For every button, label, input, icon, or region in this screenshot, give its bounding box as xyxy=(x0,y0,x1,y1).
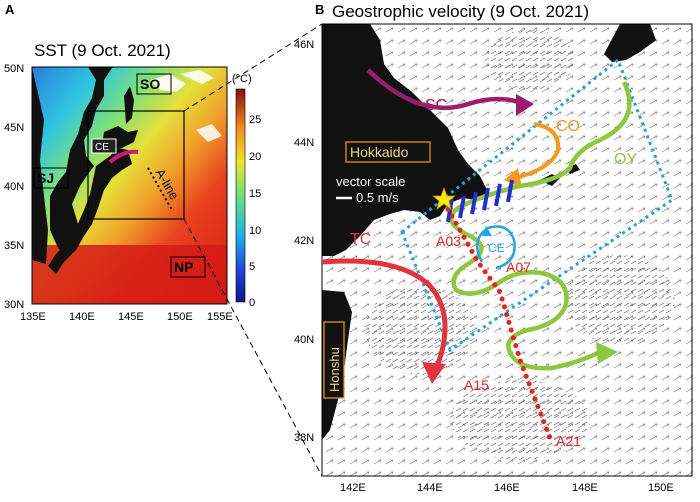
station-label: A07 xyxy=(506,259,531,275)
dense-vectors xyxy=(565,255,675,345)
honshu-landmass xyxy=(48,148,132,274)
lon-tick: 150E xyxy=(648,482,674,494)
ce-label-box xyxy=(91,138,117,154)
zoom-connector-top xyxy=(183,23,323,112)
vector-scale-title: vector scale xyxy=(336,174,405,189)
sst-map: CE A-line SO SJ NP xyxy=(31,66,228,305)
a-line-stations xyxy=(441,199,553,441)
kuril-landmass xyxy=(604,24,656,62)
oy-current-path xyxy=(449,81,632,371)
lon-tick: 140E xyxy=(69,311,95,323)
lon-tick: 148E xyxy=(572,482,598,494)
colorbar-tick: 10 xyxy=(249,225,261,237)
sc-arrowhead xyxy=(516,94,534,116)
lat-tick: 38N xyxy=(294,432,314,444)
co-current-arrow xyxy=(515,122,561,180)
panel-b-title: Geostrophic velocity (9 Oct. 2021) xyxy=(332,2,589,21)
lat-tick: 44N xyxy=(294,137,314,149)
dense-vectors xyxy=(365,285,475,375)
study-region-box xyxy=(400,57,674,353)
cloud-patch xyxy=(196,124,222,142)
velocity-map: CE Hokkaido Honshu vector scale xyxy=(321,23,693,477)
panel-b-frame xyxy=(321,23,693,477)
lon-tick: 155E xyxy=(207,311,233,323)
dense-vectors xyxy=(485,30,575,90)
panel-b-letter: B xyxy=(315,2,324,17)
so-label: SO xyxy=(140,76,160,92)
station-label: A21 xyxy=(556,433,581,449)
a-line-track xyxy=(147,167,173,211)
sakhalin-landmass xyxy=(124,86,134,124)
lat-tick: 42N xyxy=(294,235,314,247)
zoom-connector-bottom xyxy=(183,218,323,477)
colorbar: (°C) 0 5 10 15 20 25 xyxy=(232,73,261,309)
hokkaido-label-box xyxy=(345,141,431,163)
ce-label-b: CE xyxy=(488,241,505,255)
lon-tick: 135E xyxy=(20,311,46,323)
ce-label-a: CE xyxy=(95,142,109,153)
vector-scale-value: 0.5 m/s xyxy=(356,190,399,205)
sc-current-arrow xyxy=(366,68,525,111)
tc-current-arrow xyxy=(321,258,448,375)
colorbar-tick: 20 xyxy=(249,151,261,163)
tc-label: TC xyxy=(350,231,371,248)
oy-label: OY xyxy=(614,151,637,168)
colorbar-tick: 0 xyxy=(249,297,255,309)
dense-vectors xyxy=(450,380,590,460)
panel-b-lat-ticks: 38N 40N 42N 44N 46N xyxy=(294,39,314,444)
ce-eddy-arrowhead xyxy=(482,226,492,236)
np-label-box xyxy=(170,256,206,278)
panel-a-frame xyxy=(31,66,228,305)
panel-a-lat-ticks: 30N 35N 40N 45N 50N xyxy=(4,63,24,311)
lon-tick: 150E xyxy=(167,311,193,323)
lat-tick: 46N xyxy=(294,39,314,51)
honshu-label: Honshu xyxy=(327,347,342,392)
lat-tick: 50N xyxy=(4,63,24,75)
co-label: CO xyxy=(556,118,580,135)
lon-tick: 144E xyxy=(417,482,443,494)
colorbar-ramp xyxy=(235,88,246,303)
colorbar-tick: 25 xyxy=(249,114,261,126)
lat-tick: 40N xyxy=(4,181,24,193)
panel-a-letter: A xyxy=(5,2,15,17)
sj-label-box xyxy=(33,167,69,189)
lat-tick: 40N xyxy=(294,334,314,346)
cloud-patch xyxy=(150,74,186,92)
honshu-label-box xyxy=(323,321,345,399)
colorbar-tick: 15 xyxy=(249,188,261,200)
station-label: A03 xyxy=(436,233,461,249)
hokkaido-label: Hokkaido xyxy=(350,144,409,160)
sc-arrow-inset xyxy=(108,149,139,164)
ce-eddy xyxy=(475,225,516,270)
blue-marks xyxy=(446,179,514,223)
asia-landmass xyxy=(32,67,118,264)
lon-tick: 142E xyxy=(340,482,366,494)
sj-label: SJ xyxy=(37,170,54,186)
co-arrowhead xyxy=(504,168,522,188)
panel-b-extent-box xyxy=(87,110,185,220)
so-label-box xyxy=(136,73,172,95)
colorbar-tick: 5 xyxy=(249,261,255,273)
panel-a-title: SST (9 Oct. 2021) xyxy=(34,41,171,60)
np-label: NP xyxy=(174,259,193,275)
panel-b-lon-ticks: 142E 144E 146E 148E 150E xyxy=(340,482,674,494)
lat-tick: 35N xyxy=(4,240,24,252)
cloud-patch xyxy=(180,70,214,84)
panel-b: B Geostrophic velocity (9 Oct. 2021) xyxy=(294,2,693,494)
station-label: A15 xyxy=(464,377,489,393)
lat-tick: 30N xyxy=(4,299,24,311)
star-marker xyxy=(431,186,457,210)
tc-arrowhead xyxy=(422,362,446,384)
lon-tick: 145E xyxy=(118,311,144,323)
panel-a-lon-ticks: 135E 140E 145E 150E 155E xyxy=(20,311,233,323)
sc-label: SC xyxy=(425,97,447,114)
colorbar-unit: (°C) xyxy=(232,73,252,85)
lon-tick: 146E xyxy=(494,482,520,494)
oy-arrowhead xyxy=(596,342,618,364)
panel-a: A SST (9 Oct. 2021) CE A-line xyxy=(4,2,261,323)
lat-tick: 45N xyxy=(4,122,24,134)
